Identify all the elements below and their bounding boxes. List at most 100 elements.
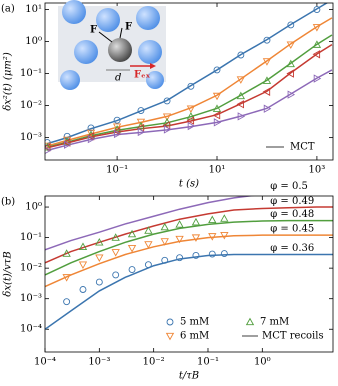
marker	[62, 274, 71, 282]
marker	[208, 215, 217, 224]
marker	[63, 298, 71, 306]
x-tick-label: 10⁻²	[143, 357, 165, 368]
marker	[213, 118, 222, 127]
fit-line	[45, 206, 333, 264]
marker	[187, 121, 196, 131]
marker	[111, 233, 120, 241]
marker	[128, 266, 136, 273]
marker	[137, 127, 146, 137]
marker	[286, 41, 295, 49]
marker	[112, 126, 121, 136]
sphere	[62, 0, 86, 24]
marker	[175, 220, 184, 228]
legend-marker	[166, 318, 174, 326]
x-tick-label: 10⁻¹	[106, 165, 128, 176]
marker	[45, 143, 51, 152]
marker	[287, 90, 296, 99]
sphere	[60, 70, 80, 90]
y-tick-label: 10⁻⁴	[20, 324, 42, 335]
marker	[220, 232, 229, 240]
marker	[191, 217, 201, 226]
y-tick-label: 10¹	[25, 4, 42, 15]
marker	[144, 241, 153, 249]
y-tick-label: 10⁻³	[20, 132, 42, 143]
inset-label: F	[125, 22, 132, 33]
marker	[208, 233, 217, 241]
sphere	[146, 71, 164, 89]
sphere	[96, 8, 120, 32]
plot-frame	[44, 2, 334, 161]
marker	[312, 40, 322, 48]
marker	[86, 132, 95, 141]
plot-frame	[44, 195, 334, 353]
marker	[163, 125, 172, 134]
marker	[312, 50, 321, 59]
marker	[113, 129, 122, 139]
fit-line	[45, 234, 333, 288]
marker	[160, 238, 169, 246]
marker	[263, 36, 271, 44]
marker	[45, 146, 52, 155]
y-tick-label: 10⁻³	[20, 293, 42, 304]
marker	[63, 132, 71, 140]
y-axis-label: δx(t)/vτB	[3, 251, 14, 296]
marker	[187, 82, 195, 90]
marker	[237, 51, 245, 59]
y-tick-label: 10⁰	[25, 36, 42, 47]
fit-line	[45, 219, 333, 276]
marker	[136, 118, 146, 127]
marker	[111, 249, 120, 257]
marker	[186, 105, 196, 114]
marker	[313, 6, 321, 13]
legend-label: MCT	[290, 142, 315, 153]
marker	[263, 104, 272, 113]
marker	[78, 242, 88, 250]
curve-label: φ = 0.45	[270, 224, 314, 235]
legend-marker	[165, 332, 175, 341]
marker	[192, 252, 200, 259]
marker	[95, 278, 103, 286]
curve-label: φ = 0.49	[270, 196, 314, 207]
marker	[87, 134, 96, 144]
marker	[236, 76, 246, 84]
fit-line	[47, 3, 329, 145]
force-arrow	[98, 31, 113, 43]
panel-label: (b)	[1, 197, 15, 208]
marker	[262, 58, 272, 66]
marker	[78, 261, 88, 269]
x-tick-label: 10³	[309, 165, 326, 176]
x-axis-label: t/τB	[179, 371, 199, 382]
x-tick-label: 10⁻³	[88, 357, 110, 368]
panel-label: (a)	[1, 4, 15, 15]
inset-label: Fₑₓ	[134, 70, 151, 81]
marker	[95, 238, 104, 246]
marker	[220, 250, 228, 258]
marker	[137, 107, 145, 115]
marker	[112, 271, 120, 279]
marker	[162, 118, 172, 126]
marker	[262, 76, 272, 84]
marker	[312, 24, 322, 32]
sphere	[74, 40, 98, 64]
marker	[212, 104, 222, 112]
curve-label: φ = 0.5	[270, 181, 308, 192]
plot-area	[45, 3, 333, 155]
y-tick-label: 10⁻¹	[20, 68, 42, 79]
fit-line	[45, 196, 256, 251]
inset-illustration: F F Fₑₓ d	[58, 0, 166, 90]
inset-label: F	[90, 25, 97, 36]
marker	[95, 254, 104, 263]
legend-label: 7 mM	[260, 317, 289, 328]
marker	[144, 226, 153, 234]
marker	[113, 116, 121, 124]
curve-label: φ = 0.36	[270, 243, 314, 254]
x-tick-label: 10⁻⁴	[34, 357, 56, 368]
x-axis-label: t (s)	[179, 179, 199, 190]
plot-area	[45, 196, 333, 330]
marker	[208, 250, 216, 258]
marker	[287, 21, 295, 29]
marker	[144, 261, 152, 269]
x-tick-label: 10⁻¹	[197, 357, 219, 368]
marker	[163, 97, 171, 105]
y-tick-label: 10⁻¹	[20, 232, 42, 243]
